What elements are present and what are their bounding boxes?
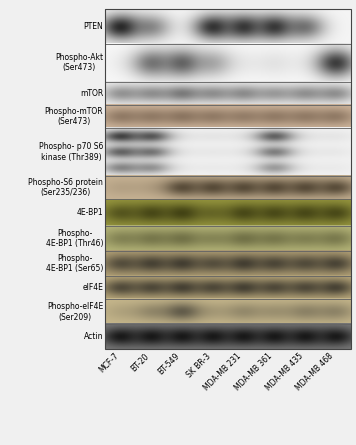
Bar [105,299,351,324]
Bar [105,276,351,299]
Bar [105,105,351,128]
Bar [105,226,351,251]
Text: BT-20: BT-20 [130,352,151,373]
Text: mTOR: mTOR [80,89,103,98]
Bar [105,44,351,82]
Text: Phospho-mTOR
(Ser473): Phospho-mTOR (Ser473) [44,107,103,126]
Text: SK BR-3: SK BR-3 [185,352,213,379]
Text: MDA-MB 361: MDA-MB 361 [233,352,274,392]
Bar [105,128,351,176]
Text: MDA-MB 435: MDA-MB 435 [263,352,305,392]
Bar [105,199,351,226]
Text: PTEN: PTEN [84,22,103,31]
Bar [105,82,351,105]
Text: Actin: Actin [84,332,103,341]
Text: Phospho-S6 protein
(Ser235/236): Phospho-S6 protein (Ser235/236) [28,178,103,198]
Text: 4E-BP1: 4E-BP1 [77,208,103,217]
Text: BT-549: BT-549 [157,352,182,376]
Bar [105,251,351,276]
Bar [105,9,351,44]
Bar [105,324,351,349]
Bar [105,176,351,199]
Text: eIF4E: eIF4E [82,283,103,292]
Text: MCF-7: MCF-7 [97,352,120,375]
Text: Phospho- p70 S6
kinase (Thr389): Phospho- p70 S6 kinase (Thr389) [39,142,103,162]
Text: MDA-MB 468: MDA-MB 468 [294,352,335,392]
Text: Phospho-
4E-BP1 (Ser65): Phospho- 4E-BP1 (Ser65) [46,254,103,273]
Text: MDA-MB 231: MDA-MB 231 [202,352,243,392]
Text: Phospho-eIF4E
(Ser209): Phospho-eIF4E (Ser209) [47,302,103,322]
Text: Phospho-Akt
(Ser473): Phospho-Akt (Ser473) [55,53,103,73]
Text: Phospho-
4E-BP1 (Thr46): Phospho- 4E-BP1 (Thr46) [46,229,103,248]
